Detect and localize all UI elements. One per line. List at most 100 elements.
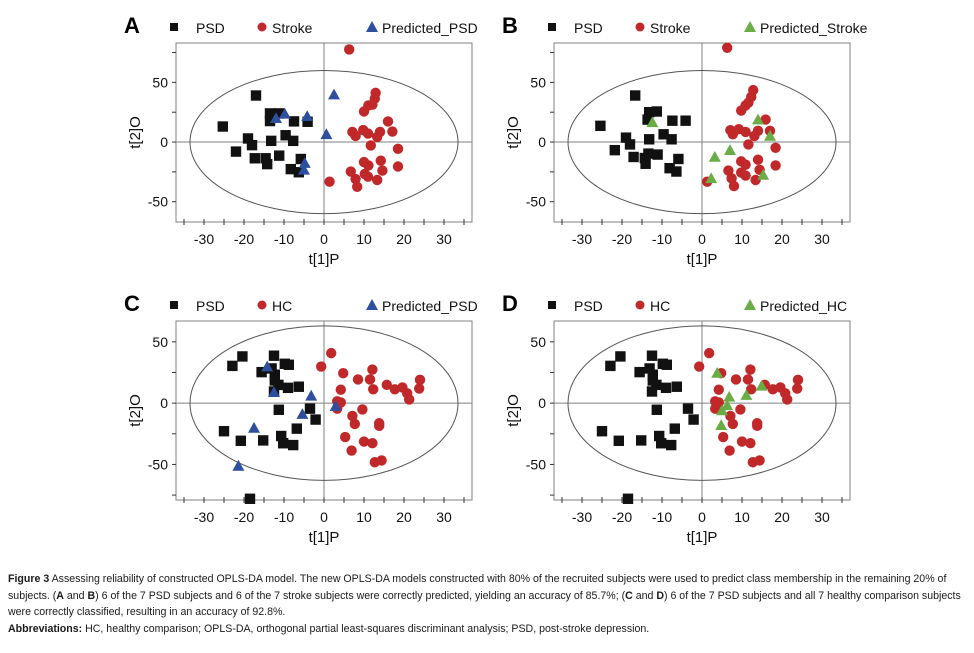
data-point	[736, 436, 748, 447]
data-point	[644, 134, 655, 145]
figure-label: Figure 3	[8, 573, 50, 585]
panel-letter: C	[124, 291, 140, 316]
data-point	[740, 170, 751, 181]
x-tick-label: 20	[774, 231, 790, 247]
data-point	[651, 106, 662, 117]
data-point	[352, 374, 364, 385]
x-tick-label: 30	[814, 231, 830, 247]
legend: PSD HC Predicted_HC	[548, 298, 847, 314]
series-psd	[595, 90, 691, 177]
data-point	[350, 173, 361, 185]
data-point	[227, 360, 238, 372]
data-point	[682, 403, 694, 414]
legend-label: Stroke	[272, 20, 313, 36]
data-point	[374, 126, 386, 138]
series-predicted-psd	[232, 360, 342, 471]
legend: PSD Stroke Predicted_PSD	[170, 20, 478, 36]
data-point	[667, 115, 678, 126]
data-point	[382, 116, 394, 127]
data-point	[643, 148, 654, 159]
data-point	[365, 140, 376, 151]
legend-item: PSD	[170, 298, 225, 314]
data-point	[301, 110, 314, 122]
x-tick-label: 30	[436, 231, 452, 247]
data-point	[740, 126, 751, 138]
legend-label: PSD	[574, 298, 603, 314]
data-point	[232, 459, 245, 471]
data-point	[414, 383, 425, 394]
data-point	[658, 129, 669, 140]
data-point	[660, 382, 672, 394]
data-point	[288, 135, 299, 147]
data-point	[372, 174, 383, 186]
data-point	[358, 106, 370, 117]
data-point	[335, 384, 346, 395]
data-point	[664, 162, 675, 174]
data-point	[367, 438, 378, 449]
data-point	[724, 445, 735, 456]
legend-triangle-icon	[366, 21, 378, 32]
ref-d: D	[656, 589, 664, 602]
legend-item: HC	[635, 298, 670, 314]
data-point	[688, 414, 699, 425]
data-point	[746, 384, 757, 395]
data-point	[710, 403, 721, 414]
y-axis-title: t[2]O	[127, 394, 144, 427]
legend-item: Predicted_HC	[744, 298, 847, 314]
data-point	[711, 367, 724, 378]
data-point	[620, 132, 632, 143]
data-point	[298, 157, 311, 168]
legend-triangle-icon	[744, 299, 756, 310]
series-stroke	[702, 42, 781, 192]
caption-text: ) 6 of the 7 PSD subjects and all 7 heal…	[8, 589, 961, 619]
data-point	[258, 435, 269, 446]
data-point	[268, 386, 280, 398]
data-point	[636, 435, 647, 446]
data-point	[387, 126, 398, 137]
data-point	[622, 493, 634, 504]
data-point	[671, 166, 682, 177]
scatter-plot-a: A PSD Stroke Predicted_PSD -30 -20 -10 0 10 20 30 -…	[124, 13, 478, 268]
legend-label: Predicted_Stroke	[760, 20, 868, 36]
data-point	[740, 159, 751, 170]
data-point	[651, 404, 662, 415]
data-point	[357, 404, 368, 415]
data-point	[324, 176, 335, 187]
legend-item: PSD	[548, 20, 603, 36]
data-point	[613, 435, 624, 446]
data-point	[792, 383, 803, 394]
y-tick-label: -50	[526, 456, 546, 472]
data-point	[316, 361, 327, 372]
x-tick-label: -30	[194, 231, 214, 247]
data-point	[338, 368, 349, 379]
x-tick-label: -10	[652, 509, 672, 525]
legend-item: Predicted_PSD	[366, 20, 478, 36]
data-point	[326, 347, 337, 359]
data-point	[742, 374, 754, 385]
data-point	[364, 374, 376, 385]
data-point	[345, 166, 356, 177]
series-predicted-stroke	[646, 113, 776, 184]
legend: PSD HC Predicted_PSD	[170, 298, 478, 314]
data-point	[782, 394, 793, 405]
data-point	[640, 158, 651, 169]
data-point	[605, 360, 616, 372]
data-point	[298, 163, 310, 175]
figure-caption: Figure 3 Assessing reliability of constr…	[8, 571, 966, 637]
data-point	[770, 160, 781, 171]
y-tick-label: 50	[152, 74, 168, 90]
data-point	[624, 139, 636, 150]
x-axis-title: t[1]P	[687, 251, 718, 268]
data-point	[652, 149, 663, 160]
panel-c: C PSD HC Predicted_PSD -30 -20 -10 0 10 20 30 -50 0 5…	[110, 278, 490, 553]
confidence-ellipse	[567, 325, 837, 481]
data-point	[274, 108, 285, 119]
x-tick-label: 10	[356, 509, 372, 525]
scatter-plot-c: C PSD HC Predicted_PSD -30 -20 -10 0 10 20 30 -50 0 5…	[124, 291, 478, 546]
data-point	[671, 381, 682, 392]
data-point	[647, 369, 658, 380]
data-point	[740, 389, 753, 400]
legend-item: PSD	[548, 298, 603, 314]
data-point	[288, 116, 300, 127]
data-point	[414, 374, 426, 386]
